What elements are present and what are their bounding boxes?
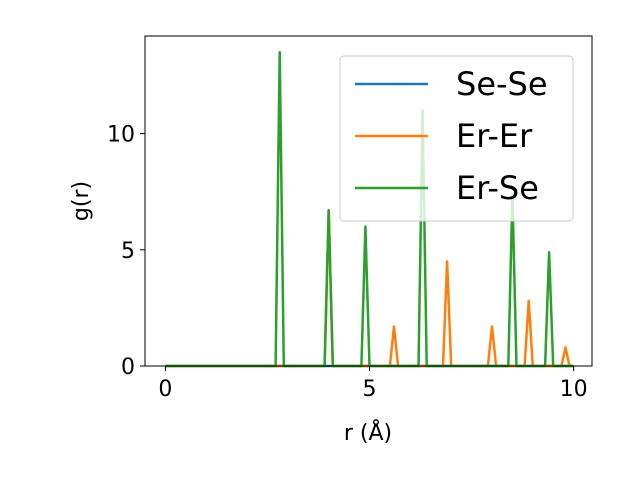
legend-label-er-er: Er-Er	[456, 117, 533, 155]
y-tick-label: 5	[121, 239, 135, 264]
x-axis-label: r (Å)	[344, 419, 392, 446]
ticks-layer: 0 5 10 0 5 10	[107, 123, 588, 402]
x-tick-label: 5	[363, 377, 377, 402]
legend-box	[339, 55, 574, 222]
plot-frame	[144, 35, 593, 367]
y-tick-label: 10	[107, 123, 135, 148]
y-tick-label: 0	[121, 355, 135, 380]
y-axis-label: g(r)	[69, 181, 94, 221]
legend-label-er-se: Er-Se	[456, 169, 539, 207]
x-tick-label: 10	[560, 377, 588, 402]
legend: Se-Se Er-Er Er-Se	[339, 55, 574, 222]
legend-label-se-se: Se-Se	[456, 65, 548, 103]
x-tick-label: 0	[158, 377, 172, 402]
